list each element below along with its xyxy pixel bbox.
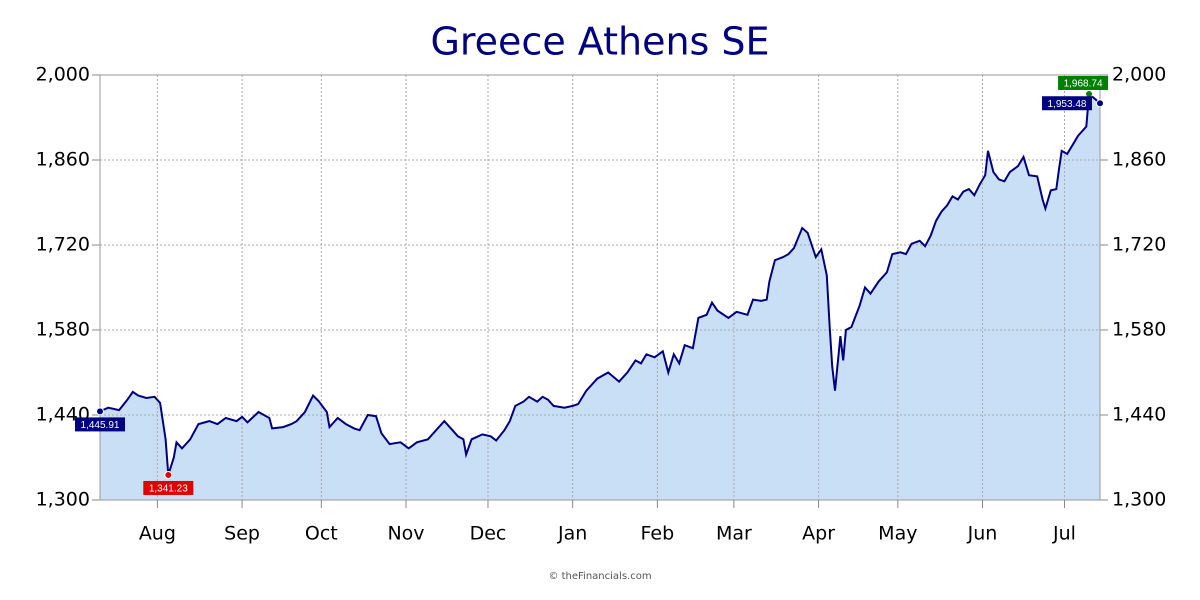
value-label-box xyxy=(143,480,194,495)
x-tick-label: May xyxy=(878,523,917,545)
point-marker xyxy=(1096,99,1104,108)
value-label: 1,341.23 xyxy=(149,484,188,495)
x-tick-label: Aug xyxy=(139,523,176,545)
y-tick-label: 1,860 xyxy=(36,149,90,171)
x-tick-label: Jun xyxy=(967,523,998,545)
plot-frame xyxy=(99,74,1101,501)
x-tick-label: Sep xyxy=(224,523,260,545)
value-label: 1,445.91 xyxy=(81,420,120,431)
value-label-box xyxy=(1058,75,1109,90)
x-tick-label: Dec xyxy=(470,523,507,545)
x-tick-label: Jul xyxy=(1052,523,1076,545)
y2-tick-label: 1,300 xyxy=(1112,489,1166,511)
point-marker xyxy=(164,470,173,479)
y2-tick-label: 1,440 xyxy=(1112,404,1166,426)
x-tick-label: Jan xyxy=(557,523,587,545)
line xyxy=(99,91,1101,476)
area xyxy=(100,94,1100,500)
y-tick-label: 2,000 xyxy=(36,64,90,86)
x-tick-label: Mar xyxy=(716,523,752,545)
y2-tick-label: 1,860 xyxy=(1112,149,1166,171)
y2-tick-label: 1,720 xyxy=(1112,234,1166,256)
x-tick-label: Apr xyxy=(802,523,835,545)
y-tick-label: 1,580 xyxy=(36,319,90,341)
point-marker xyxy=(96,407,104,416)
y-tick-label: 1,300 xyxy=(36,489,90,511)
value-label-box xyxy=(1042,96,1092,111)
value-label: 1,953.48 xyxy=(1048,99,1087,110)
y2-tick-label: 1,580 xyxy=(1112,319,1166,341)
y-tick-label: 1,720 xyxy=(36,234,90,256)
value-label-box xyxy=(75,417,125,432)
x-tick-label: Oct xyxy=(305,523,338,545)
x-tick-label: Nov xyxy=(387,523,424,545)
source: © theFinancials.com xyxy=(548,571,651,582)
value-label: 1,968.74 xyxy=(1064,79,1103,90)
chart-title: Greece Athens SE xyxy=(430,20,769,64)
y2-tick-label: 2,000 xyxy=(1112,64,1166,86)
x-tick-label: Feb xyxy=(641,523,675,545)
